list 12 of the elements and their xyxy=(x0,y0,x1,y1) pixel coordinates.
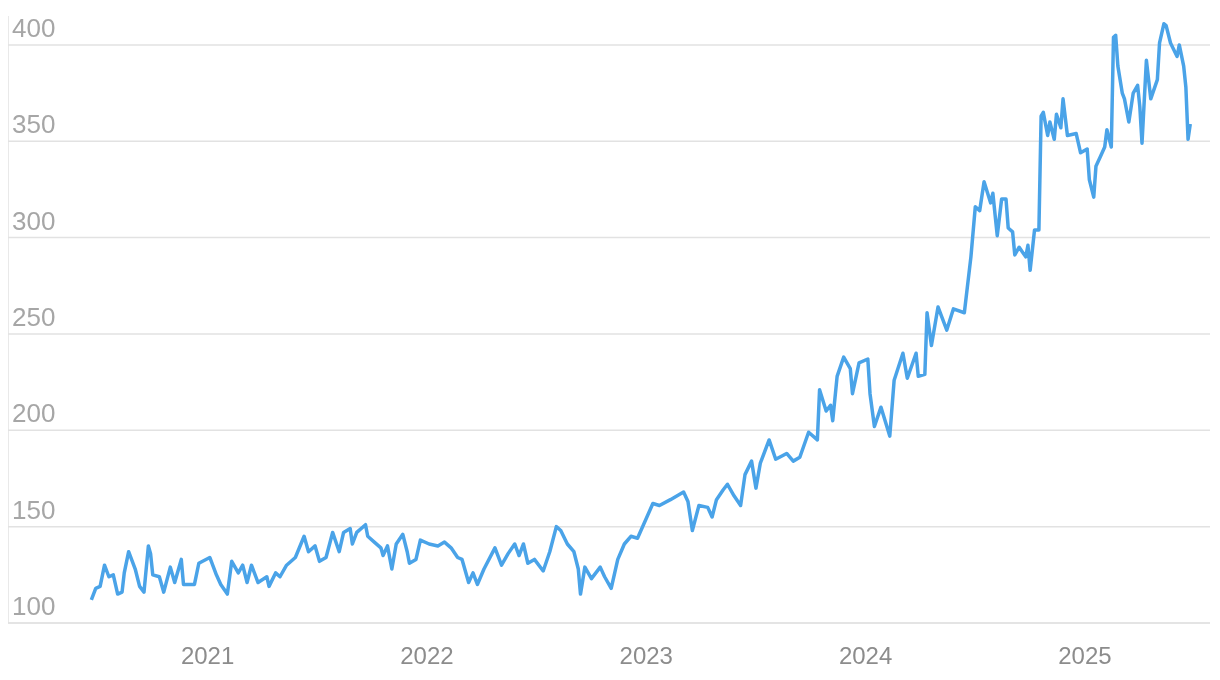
y-tick-label: 150 xyxy=(12,494,56,525)
x-tick-label: 2024 xyxy=(838,642,893,670)
x-tick-label: 2023 xyxy=(619,642,673,670)
y-tick-label: 200 xyxy=(12,398,56,429)
y-tick-label: 400 xyxy=(12,12,56,43)
y-tick-label: 100 xyxy=(12,591,56,621)
y-tick-label: 350 xyxy=(12,109,56,140)
y-tick-label: 300 xyxy=(12,205,56,236)
x-tick-label: 2022 xyxy=(400,642,454,670)
x-tick-label: 2021 xyxy=(180,642,235,670)
y-tick-label: 250 xyxy=(12,301,56,332)
x-tick-label: 2025 xyxy=(1058,642,1112,670)
